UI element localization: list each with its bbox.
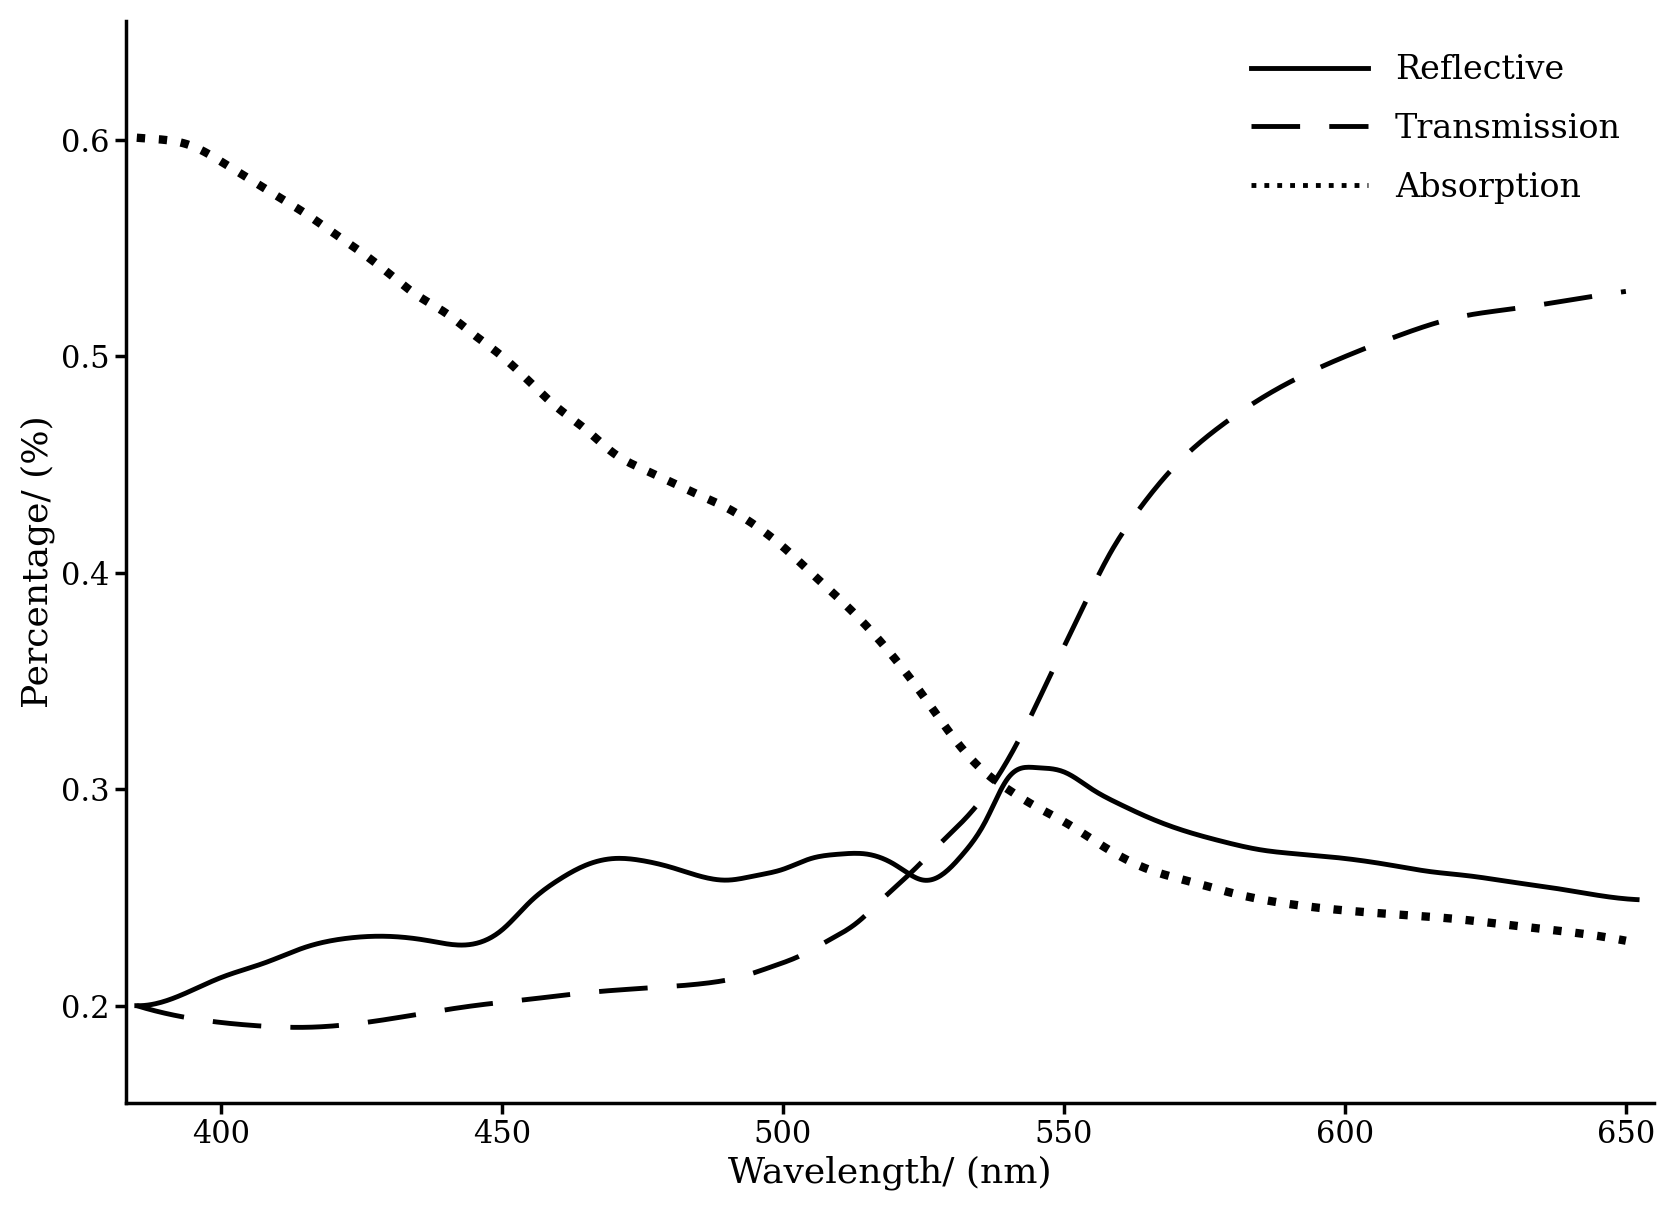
Absorption bbox=[126, 131, 146, 145]
Reflective bbox=[1018, 761, 1038, 775]
Line: Transmission: Transmission bbox=[136, 292, 1626, 1027]
Line: Reflective: Reflective bbox=[136, 768, 1636, 1005]
Legend: Reflective, Transmission, Absorption: Reflective, Transmission, Absorption bbox=[1235, 38, 1638, 220]
Absorption bbox=[1410, 908, 1430, 923]
Reflective bbox=[1000, 769, 1020, 784]
Reflective bbox=[220, 966, 240, 981]
Absorption bbox=[218, 159, 239, 173]
Absorption bbox=[1030, 802, 1050, 816]
Absorption bbox=[991, 777, 1011, 792]
Transmission bbox=[218, 1016, 239, 1031]
Reflective bbox=[126, 998, 146, 1012]
Reflective bbox=[1268, 845, 1289, 860]
X-axis label: Wavelength/ (nm): Wavelength/ (nm) bbox=[727, 1155, 1052, 1190]
Transmission bbox=[1411, 321, 1431, 335]
Transmission bbox=[1616, 285, 1636, 299]
Absorption bbox=[1257, 893, 1277, 907]
Reflective bbox=[1042, 762, 1062, 776]
Transmission bbox=[1258, 388, 1278, 402]
Y-axis label: Percentage/ (%): Percentage/ (%) bbox=[20, 415, 55, 708]
Transmission bbox=[993, 761, 1013, 775]
Reflective bbox=[129, 998, 150, 1012]
Reflective bbox=[1626, 893, 1646, 907]
Transmission bbox=[1077, 591, 1097, 606]
Line: Absorption: Absorption bbox=[136, 138, 1626, 941]
Absorption bbox=[1616, 934, 1636, 948]
Transmission bbox=[289, 1020, 309, 1034]
Absorption bbox=[1075, 827, 1095, 842]
Transmission bbox=[126, 998, 146, 1012]
Transmission bbox=[1033, 684, 1053, 699]
Reflective bbox=[1087, 785, 1107, 799]
Reflective bbox=[1423, 865, 1443, 879]
